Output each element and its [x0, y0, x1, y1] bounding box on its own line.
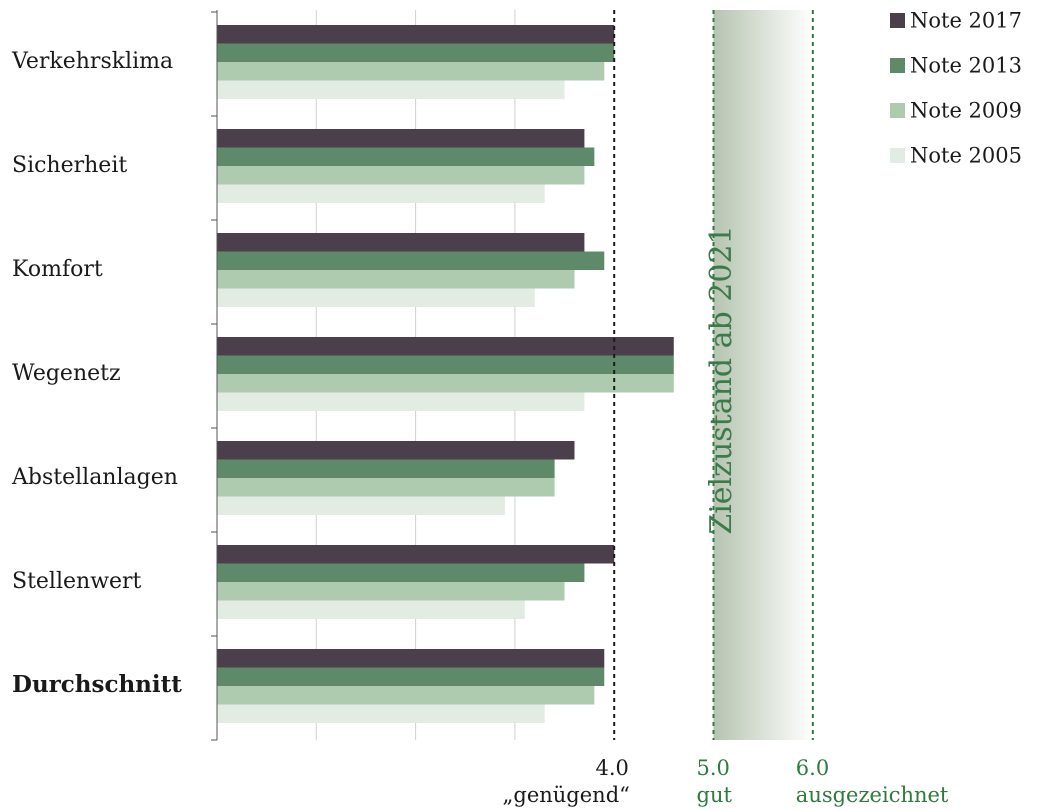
legend-label: Note 2005	[910, 144, 1022, 168]
category-labels: Verkehrsklima Sicherheit Komfort Wegenetz Ab…	[11, 49, 182, 698]
tick-label: 4.0	[595, 756, 628, 780]
bars	[217, 25, 674, 723]
bar	[217, 563, 585, 582]
bar	[217, 43, 615, 62]
category-label: Abstellanlagen	[11, 465, 178, 490]
category-label: Stellenwert	[12, 569, 142, 594]
bar	[217, 80, 565, 99]
tick-sublabel: gut	[697, 783, 733, 807]
tick-label: 6.0	[796, 756, 829, 780]
bar	[217, 545, 615, 564]
target-zone: Zielzustand ab 2021	[704, 10, 813, 740]
legend-swatch	[890, 103, 905, 118]
tick-label: 5.0	[697, 756, 730, 780]
target-zone-band	[713, 10, 813, 740]
bar	[217, 129, 585, 148]
bar	[217, 459, 555, 478]
legend-label: Note 2017	[910, 9, 1022, 33]
bar	[217, 649, 605, 668]
legend: Note 2017 Note 2013 Note 2009 Note 2005	[890, 9, 1022, 168]
category-label: Wegenetz	[12, 361, 121, 386]
category-label: Verkehrsklima	[11, 49, 173, 74]
legend-label: Note 2013	[910, 54, 1022, 78]
target-zone-label: Zielzustand ab 2021	[704, 225, 739, 534]
bar	[217, 251, 605, 270]
bar	[217, 582, 565, 601]
bar	[217, 25, 615, 44]
category-label: Komfort	[12, 257, 103, 282]
bar	[217, 270, 575, 289]
bar	[217, 686, 595, 705]
tick-sublabel: „genügend“	[503, 783, 630, 807]
legend-swatch	[890, 148, 905, 163]
reference-lines	[613, 10, 814, 740]
category-label: Sicherheit	[12, 153, 127, 178]
bar	[217, 147, 595, 166]
legend-swatch	[890, 58, 905, 73]
bar	[217, 288, 535, 307]
bar	[217, 667, 605, 686]
bar	[217, 355, 674, 374]
bar	[217, 478, 555, 497]
y-axis	[211, 10, 218, 741]
x-tick-labels: 4.0 „genügend“ 5.0 gut 6.0 ausgezeichnet	[503, 756, 949, 807]
bar	[217, 374, 674, 393]
bar	[217, 392, 585, 411]
bar	[217, 496, 505, 515]
bar	[217, 600, 525, 619]
bar	[217, 184, 545, 203]
bar	[217, 337, 674, 356]
bar	[217, 441, 575, 460]
legend-label: Note 2009	[910, 99, 1022, 123]
legend-swatch	[890, 13, 905, 28]
tick-sublabel: ausgezeichnet	[796, 783, 949, 807]
bar	[217, 62, 605, 81]
bar	[217, 233, 585, 252]
bar	[217, 166, 585, 185]
category-label: Durchschnitt	[12, 671, 182, 698]
bar	[217, 704, 545, 723]
